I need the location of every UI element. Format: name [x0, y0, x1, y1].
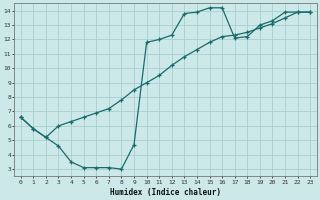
X-axis label: Humidex (Indice chaleur): Humidex (Indice chaleur) — [110, 188, 221, 197]
